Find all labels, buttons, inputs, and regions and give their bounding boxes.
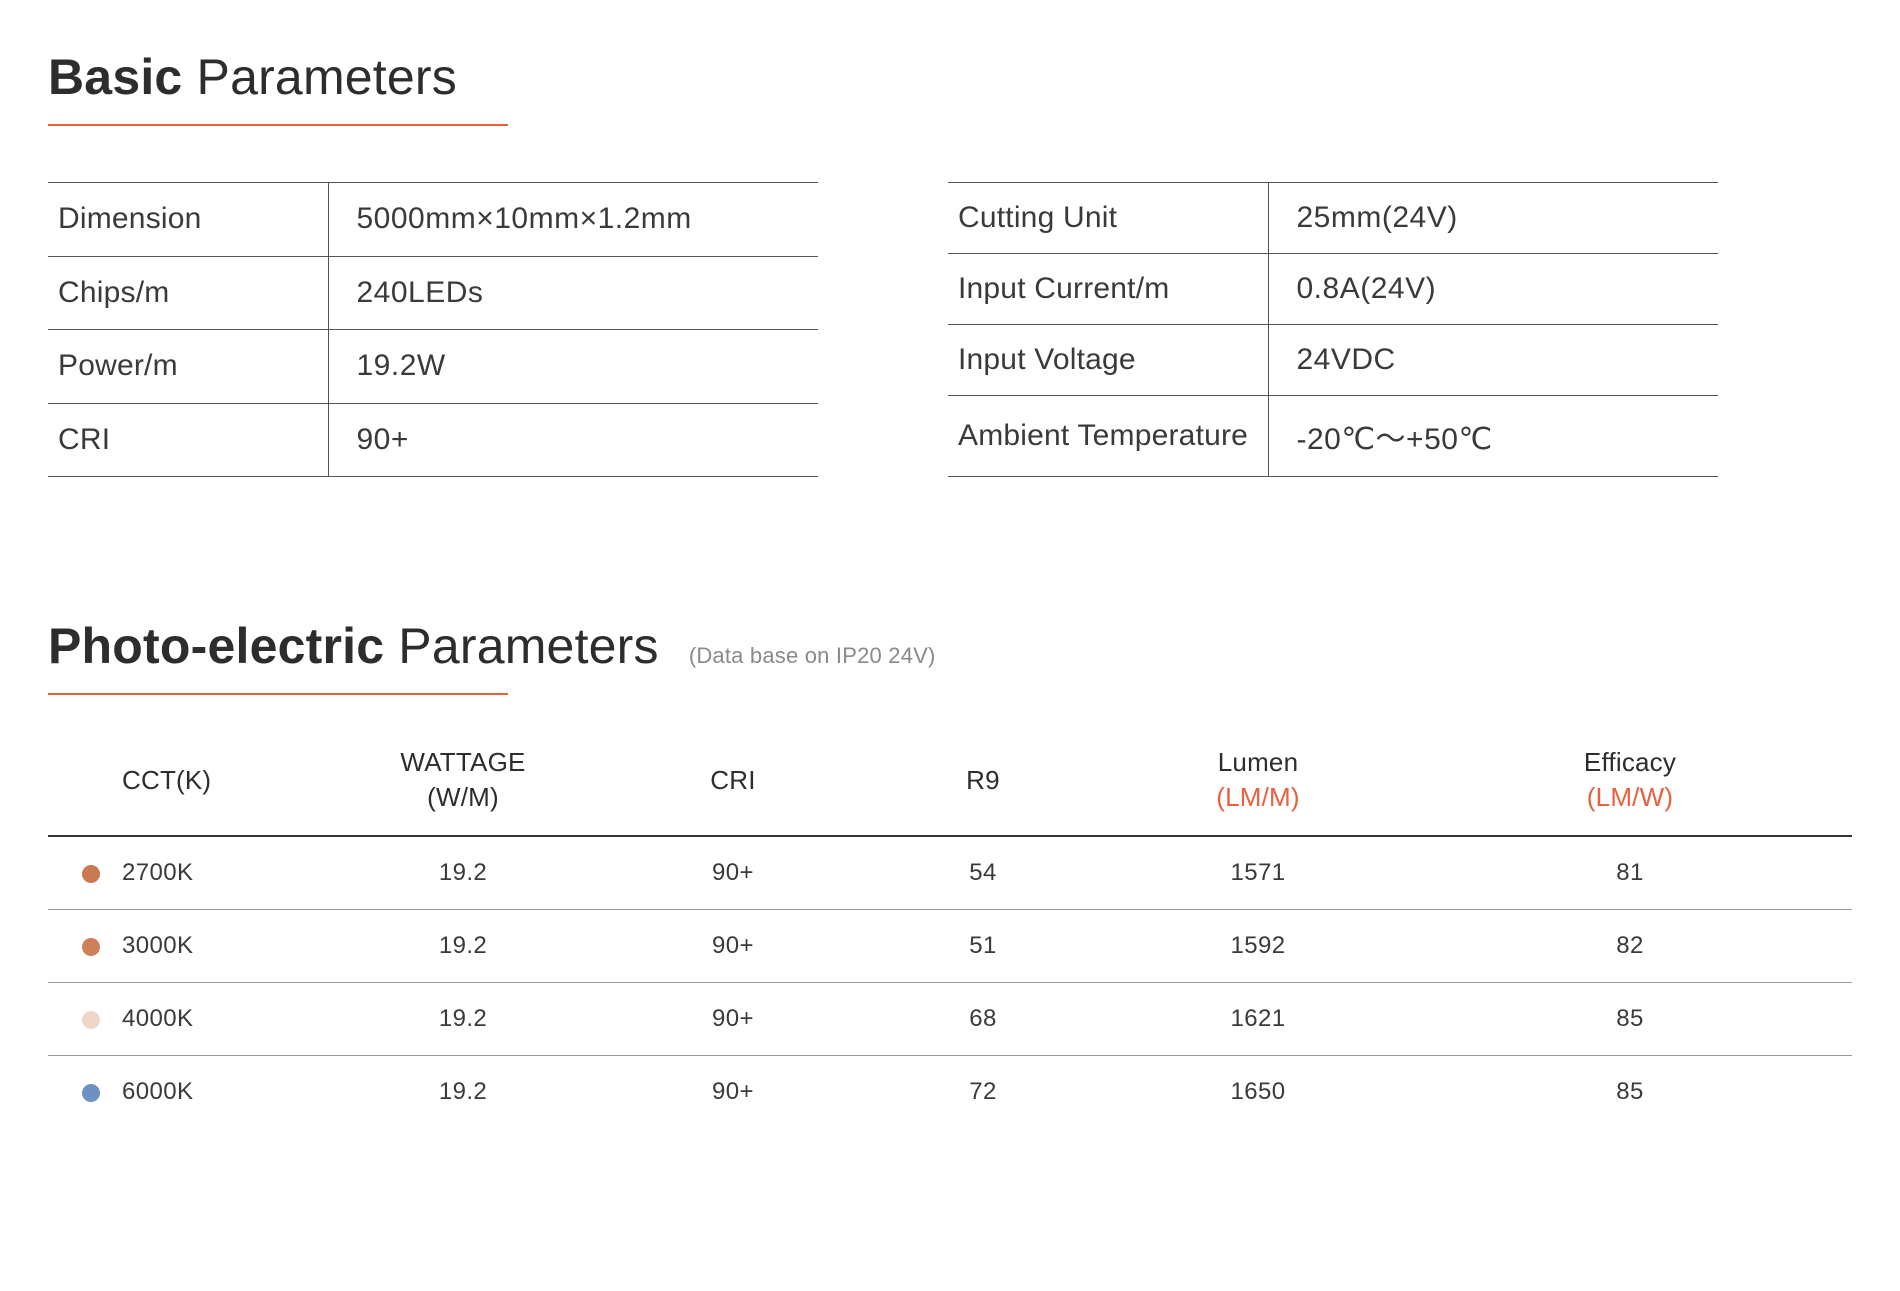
photo-electric-title: Photo-electric Parameters (Data base on … (48, 617, 1852, 675)
table-header-row: CCT(K) WATTAGE (W/M) CRI R9 Lumen (LM/M) (48, 735, 1852, 836)
param-label: Chips/m (48, 256, 328, 330)
param-value: 5000mm×10mm×1.2mm (328, 183, 818, 257)
col-efficacy: Efficacy (LM/W) (1408, 735, 1852, 836)
color-swatch-icon (82, 1084, 100, 1102)
table-row: Input Current/m 0.8A(24V) (948, 254, 1718, 325)
col-sub: (LM/W) (1416, 780, 1844, 815)
color-swatch-icon (82, 938, 100, 956)
table-row: Ambient Temperature -20℃～+50℃ (948, 396, 1718, 477)
col-label: R9 (966, 765, 1000, 795)
cell-cct: 2700K (118, 836, 318, 910)
param-label: Ambient Temperature (948, 396, 1268, 477)
table-row: Power/m 19.2W (48, 330, 818, 404)
cell-r9: 72 (858, 1056, 1108, 1129)
col-wattage: WATTAGE (W/M) (318, 735, 608, 836)
cell-lumen: 1650 (1108, 1056, 1408, 1129)
title-underline (48, 693, 508, 695)
table-row: 6000K 19.2 90+ 72 1650 85 (48, 1056, 1852, 1129)
cell-r9: 51 (858, 910, 1108, 983)
param-label: Power/m (48, 330, 328, 404)
table-row: CRI 90+ (48, 403, 818, 477)
col-sub: (W/M) (326, 780, 600, 815)
title-rest: Parameters (384, 618, 659, 674)
basic-params-right-table: Cutting Unit 25mm(24V) Input Current/m 0… (948, 182, 1718, 477)
cell-cct: 3000K (118, 910, 318, 983)
cell-wattage: 19.2 (318, 983, 608, 1056)
title-rest: Parameters (182, 49, 457, 105)
title-bold: Basic (48, 49, 182, 105)
col-cri: CRI (608, 735, 858, 836)
param-label: Input Current/m (948, 254, 1268, 325)
cell-lumen: 1621 (1108, 983, 1408, 1056)
cell-lumen: 1571 (1108, 836, 1408, 910)
col-label: Lumen (1218, 747, 1299, 777)
table-row: Cutting Unit 25mm(24V) (948, 183, 1718, 254)
basic-parameters-columns: Dimension 5000mm×10mm×1.2mm Chips/m 240L… (48, 182, 1852, 477)
col-swatch (48, 735, 118, 836)
param-label: Input Voltage (948, 325, 1268, 396)
color-swatch-icon (82, 1011, 100, 1029)
cell-cct: 4000K (118, 983, 318, 1056)
cell-cri: 90+ (608, 836, 858, 910)
param-value: -20℃～+50℃ (1268, 396, 1718, 477)
cell-r9: 54 (858, 836, 1108, 910)
col-label: Efficacy (1584, 747, 1676, 777)
swatch-cell (48, 836, 118, 910)
cell-efficacy: 82 (1408, 910, 1852, 983)
param-label: Dimension (48, 183, 328, 257)
title-underline (48, 124, 508, 126)
cell-efficacy: 85 (1408, 983, 1852, 1056)
col-cct: CCT(K) (118, 735, 318, 836)
col-label: CRI (710, 765, 755, 795)
table-row: 4000K 19.2 90+ 68 1621 85 (48, 983, 1852, 1056)
basic-parameters-title: Basic Parameters (48, 48, 1852, 106)
param-value: 24VDC (1268, 325, 1718, 396)
cell-lumen: 1592 (1108, 910, 1408, 983)
param-value: 0.8A(24V) (1268, 254, 1718, 325)
swatch-cell (48, 1056, 118, 1129)
param-label: CRI (48, 403, 328, 477)
col-label: WATTAGE (400, 747, 525, 777)
cell-wattage: 19.2 (318, 910, 608, 983)
col-sub: (LM/M) (1116, 780, 1400, 815)
table-row: Dimension 5000mm×10mm×1.2mm (48, 183, 818, 257)
page: Basic Parameters Dimension 5000mm×10mm×1… (0, 0, 1900, 1291)
param-value: 19.2W (328, 330, 818, 404)
title-note: (Data base on IP20 24V) (689, 643, 936, 668)
table-row: Input Voltage 24VDC (948, 325, 1718, 396)
table-row: 3000K 19.2 90+ 51 1592 82 (48, 910, 1852, 983)
param-value: 240LEDs (328, 256, 818, 330)
swatch-cell (48, 910, 118, 983)
photo-electric-section: Photo-electric Parameters (Data base on … (48, 617, 1852, 1128)
param-value: 90+ (328, 403, 818, 477)
param-label: Cutting Unit (948, 183, 1268, 254)
col-r9: R9 (858, 735, 1108, 836)
param-value: 25mm(24V) (1268, 183, 1718, 254)
cell-efficacy: 85 (1408, 1056, 1852, 1129)
cell-r9: 68 (858, 983, 1108, 1056)
basic-params-left-table: Dimension 5000mm×10mm×1.2mm Chips/m 240L… (48, 182, 818, 477)
col-lumen: Lumen (LM/M) (1108, 735, 1408, 836)
table-row: 2700K 19.2 90+ 54 1571 81 (48, 836, 1852, 910)
photo-electric-table: CCT(K) WATTAGE (W/M) CRI R9 Lumen (LM/M) (48, 735, 1852, 1128)
cell-wattage: 19.2 (318, 1056, 608, 1129)
cell-cri: 90+ (608, 910, 858, 983)
color-swatch-icon (82, 865, 100, 883)
cell-cct: 6000K (118, 1056, 318, 1129)
table-row: Chips/m 240LEDs (48, 256, 818, 330)
cell-cri: 90+ (608, 983, 858, 1056)
cell-cri: 90+ (608, 1056, 858, 1129)
cell-efficacy: 81 (1408, 836, 1852, 910)
swatch-cell (48, 983, 118, 1056)
cell-wattage: 19.2 (318, 836, 608, 910)
col-label: CCT(K) (122, 765, 211, 795)
title-bold: Photo-electric (48, 618, 384, 674)
